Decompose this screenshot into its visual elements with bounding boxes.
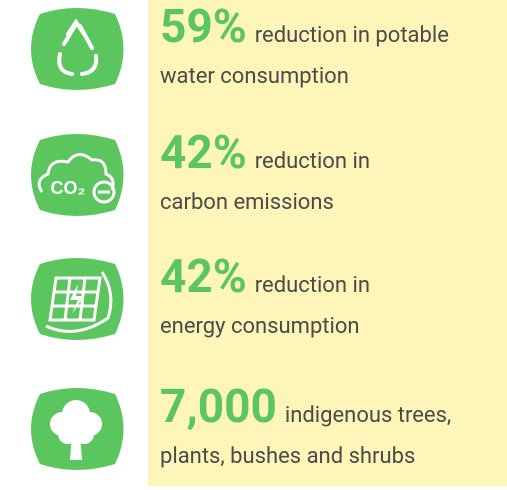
stat-value: 42% <box>160 126 247 180</box>
stat-row: 59% reduction in potable water consumptio… <box>0 0 507 110</box>
stat-text: reduction in potable <box>254 23 449 48</box>
stat-text: reduction in <box>254 149 370 174</box>
stat-text: plants, bushes and shrubs <box>160 444 416 469</box>
icon-text: CO₂ <box>51 178 86 198</box>
stat-value: 42% <box>160 250 247 304</box>
stat-value: 59% <box>160 0 247 54</box>
stat-line: 42% reduction in <box>160 126 370 180</box>
background-panel <box>148 0 507 486</box>
stat-text: carbon emissions <box>160 190 334 215</box>
stat-line: 42% reduction in <box>160 250 370 304</box>
stat-value: 7,000 <box>160 380 277 434</box>
stat-row: 42% reduction in energy consumption <box>0 250 507 360</box>
stat-text: energy consumption <box>160 314 360 339</box>
solar-icon <box>31 258 124 340</box>
stat-row: 7,000 indigenous trees, plants, bushes an… <box>0 380 507 490</box>
co2-icon: CO₂ <box>31 134 124 216</box>
stat-text: indigenous trees, <box>284 403 452 428</box>
tree-icon <box>31 388 124 470</box>
stat-text: reduction in <box>254 273 370 298</box>
stat-line: 59% reduction in potable <box>160 0 449 54</box>
stat-row: CO₂ 42% reduction in carbon emissions <box>0 126 507 236</box>
stat-line: 7,000 indigenous trees, <box>160 380 451 434</box>
stat-text: water consumption <box>160 64 349 89</box>
water-icon <box>31 8 124 90</box>
